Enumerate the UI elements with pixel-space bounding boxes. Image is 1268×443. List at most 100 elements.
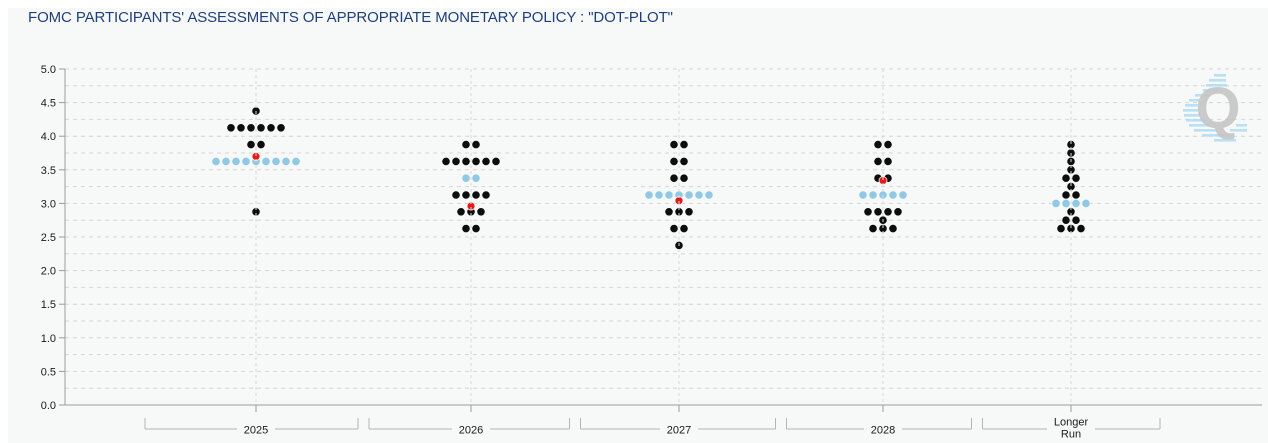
dot: [441, 156, 451, 166]
y-axis-tick-label: 1.5: [41, 299, 56, 311]
dot: [481, 156, 491, 166]
median-dot: [461, 173, 471, 183]
median-dot: [471, 173, 481, 183]
dot: [863, 207, 873, 217]
dot: [883, 207, 893, 217]
median-dot: [898, 190, 908, 200]
dot: [476, 207, 486, 217]
column-label: 2025: [244, 425, 268, 437]
dot: [1061, 190, 1071, 200]
column-label: Longer: [1054, 417, 1089, 429]
dot: [893, 207, 903, 217]
watermark-stripe: [1214, 139, 1236, 142]
dot: [276, 123, 286, 133]
dot: [451, 156, 461, 166]
watermark-stripe: [1209, 79, 1226, 82]
median-dot: [1051, 198, 1061, 208]
watermark-stripe: [1203, 89, 1218, 92]
median-dot: [1071, 198, 1081, 208]
median-dot: [858, 190, 868, 200]
watermark-stripe: [1236, 124, 1247, 127]
dot: [664, 207, 674, 217]
median-dot: [211, 156, 221, 166]
watermark-stripe: [1184, 114, 1201, 117]
column-label: Run: [1061, 429, 1081, 441]
y-axis-tick-label: 3.5: [41, 165, 56, 177]
median-dot: [261, 156, 271, 166]
dot: [266, 123, 276, 133]
y-axis-tick-label: 2.0: [41, 266, 56, 278]
y-axis-tick-label: 4.0: [41, 131, 56, 143]
y-axis-tick-label: 2.5: [41, 232, 56, 244]
dot: [1071, 215, 1081, 225]
watermark-stripe: [1202, 134, 1229, 137]
median-dot: [241, 156, 251, 166]
dot: [226, 123, 236, 133]
median-dot: [221, 156, 231, 166]
dot: [461, 190, 471, 200]
dot: [1061, 215, 1071, 225]
median-dot: [291, 156, 301, 166]
median-dot: [868, 190, 878, 200]
dot: [883, 140, 893, 150]
dot: [256, 140, 266, 150]
y-axis-tick-label: 5.0: [41, 64, 56, 76]
dot: [888, 224, 898, 234]
dot: [1061, 173, 1071, 183]
dot: [873, 156, 883, 166]
dot: [669, 173, 679, 183]
dot: [679, 140, 689, 150]
median-dot: [694, 190, 704, 200]
dot: [1071, 173, 1081, 183]
dot: [883, 156, 893, 166]
dot: [873, 207, 883, 217]
dot: [246, 123, 256, 133]
dot: [679, 156, 689, 166]
dot: [256, 123, 266, 133]
watermark-stripe: [1189, 99, 1200, 102]
y-axis-tick-label: 0.5: [41, 366, 56, 378]
dot: [1071, 190, 1081, 200]
dot: [471, 190, 481, 200]
column-label: 2027: [667, 425, 691, 437]
median-dot: [644, 190, 654, 200]
median-dot: [1061, 198, 1071, 208]
median-dot: [684, 190, 694, 200]
column-label: 2028: [871, 425, 895, 437]
median-dot: [888, 190, 898, 200]
chart-title: FOMC PARTICIPANTS' ASSESSMENTS OF APPROP…: [28, 9, 673, 26]
dot: [236, 123, 246, 133]
dot: [679, 224, 689, 234]
dot: [481, 190, 491, 200]
y-axis-tick-label: 3.0: [41, 198, 56, 210]
dot: [669, 140, 679, 150]
y-axis-tick-label: 1.0: [41, 333, 56, 345]
watermark-stripe: [1206, 84, 1227, 87]
median-dot: [664, 190, 674, 200]
watermark-stripe: [1194, 129, 1217, 132]
dot: [669, 224, 679, 234]
dot: [246, 140, 256, 150]
dot: [451, 190, 461, 200]
dot: [1056, 224, 1066, 234]
dot: [471, 140, 481, 150]
dot: [461, 140, 471, 150]
dot: [491, 156, 501, 166]
dot: [456, 207, 466, 217]
dot: [684, 207, 694, 217]
y-axis-tick-label: 0.0: [41, 400, 56, 412]
dot: [461, 224, 471, 234]
dot: [461, 156, 471, 166]
median-dot: [231, 156, 241, 166]
quikstrike-watermark-q: Q: [1195, 76, 1240, 141]
watermark-stripe: [1214, 74, 1226, 77]
dot: [873, 140, 883, 150]
watermark-stripe: [1185, 104, 1198, 107]
dot: [679, 173, 689, 183]
dot: [1076, 224, 1086, 234]
dot: [471, 224, 481, 234]
dot: [471, 156, 481, 166]
median-dot: [654, 190, 664, 200]
watermark-stripe: [1230, 129, 1247, 132]
